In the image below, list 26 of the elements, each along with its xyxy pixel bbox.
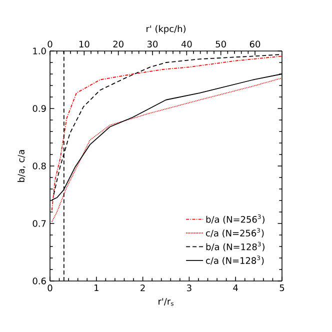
x2-tick-label: 60	[250, 40, 260, 48]
legend-label: c/a (N=128$^{3}$)	[206, 256, 264, 266]
legend-label: b/a (N=128$^{3}$)	[206, 242, 264, 252]
x2-tick-label: 40	[181, 40, 192, 48]
y-tick-label: 0.6	[32, 278, 46, 284]
x2-tick-label: 50	[216, 40, 226, 48]
x-tick-label: 3	[187, 284, 192, 292]
legend-label: c/a (N=256$^{3}$)	[206, 228, 264, 238]
y-tick-label: 0.7	[32, 220, 46, 227]
y-tick-label: 1.0	[33, 48, 46, 54]
x-tick-label: 4	[233, 284, 238, 292]
x2-tick-label: 30	[147, 40, 158, 48]
x2-tick-label: 10	[79, 40, 90, 48]
x2-axis-title: r' (kpc/h)	[146, 25, 186, 34]
y-tick-label: 0.9	[32, 105, 46, 112]
line-series	[51, 78, 282, 222]
x-tick-label: 5	[280, 284, 284, 292]
y-axis-title: b/a, c/a	[18, 150, 26, 182]
y-tick-label: 0.8	[32, 162, 46, 170]
x-axis-title: r'/r$_{s}$	[158, 298, 174, 306]
x-tick-label: 2	[140, 284, 145, 292]
x2-tick-label: 0	[48, 40, 52, 48]
legend-label: b/a (N=256$^{3}$)	[206, 214, 264, 224]
x-tick-label: 1	[94, 284, 98, 292]
x2-tick-label: 20	[113, 40, 124, 48]
x-tick-label: 0	[48, 284, 52, 292]
